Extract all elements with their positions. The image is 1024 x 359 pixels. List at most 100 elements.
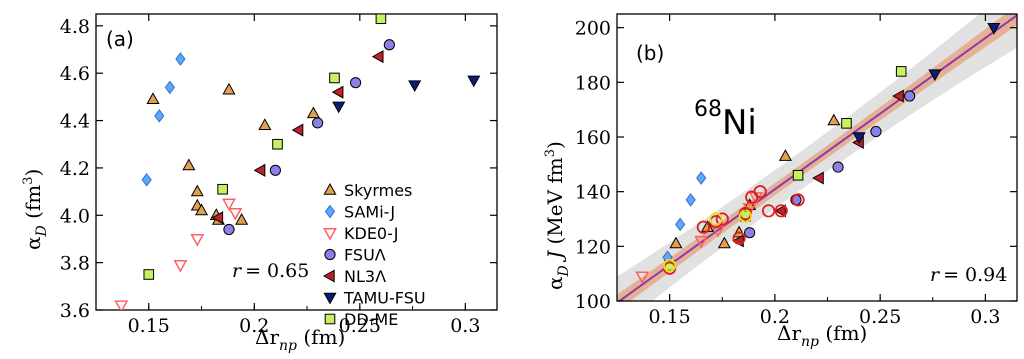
legend-label: SAMi-J (344, 203, 395, 222)
legend-label: DD-ME (344, 310, 398, 329)
data-point (685, 193, 696, 207)
data-point (753, 185, 767, 199)
legend-marker (324, 248, 336, 261)
panel-b-ticks: 0.15 0.2 0.25 0.3 100 120 140 160 180 200 (575, 14, 1017, 328)
data-point (635, 271, 650, 284)
data-point (732, 231, 746, 245)
panel-a-correlation: r = 0.65 (232, 260, 309, 282)
data-point (812, 171, 824, 185)
data-point (928, 69, 942, 82)
data-point (221, 198, 236, 211)
data-point (792, 169, 804, 181)
data-point (253, 163, 266, 177)
data-point (217, 183, 228, 195)
data-point (709, 212, 723, 226)
y-tick-label: 4.6 (60, 63, 90, 85)
data-point (774, 204, 788, 218)
data-point (154, 108, 165, 123)
data-point (778, 149, 792, 161)
data-point (223, 223, 235, 236)
data-point (383, 39, 395, 51)
x-tick-label: 0.15 (648, 306, 690, 328)
panel-b-label: (b) (636, 41, 664, 65)
data-point (173, 260, 188, 273)
legend-label: NL3Λ (344, 267, 386, 286)
data-point (669, 236, 683, 249)
y-tick-label: 4.2 (60, 158, 90, 180)
data-point (675, 217, 686, 232)
data-point (744, 227, 756, 239)
panel-b: (b) 68Ni 0.15 0.2 0.25 0.3 100 120 140 160 180 20… (543, 13, 1018, 350)
series-sami-j (141, 52, 186, 187)
x-tick-label: 0.3 (970, 306, 1000, 328)
data-point (222, 82, 236, 95)
data-point (306, 106, 320, 119)
data-point (114, 300, 129, 310)
data-point (852, 132, 866, 145)
legend-marker (322, 269, 335, 283)
data-point (269, 164, 281, 176)
data-point (143, 269, 155, 280)
data-point (832, 161, 844, 173)
y-tick-label: 4.8 (60, 16, 90, 38)
data-point (467, 75, 481, 88)
data-point (870, 125, 882, 138)
x-tick-label: 0.2 (239, 315, 269, 337)
series-kde0-j (114, 198, 243, 310)
legend-label: TAMU-FSU (343, 289, 426, 308)
panel-b-nucleus-label: 68Ni (694, 97, 757, 143)
series-fsu- (223, 39, 395, 236)
legend-label: FSUΛ (344, 246, 386, 265)
data-point (190, 184, 204, 197)
panel-b-correlation: r = 0.94 (930, 264, 1007, 286)
panel-a-ylabel: αD (fm3) (21, 169, 50, 250)
series-tamu-fsu (332, 75, 481, 114)
data-point (375, 14, 387, 25)
data-point (371, 50, 384, 64)
y-tick-label: 100 (575, 291, 611, 313)
data-point (146, 92, 160, 104)
y-tick-label: 4.4 (60, 111, 90, 133)
data-point (696, 171, 707, 185)
y-tick-label: 120 (575, 236, 611, 258)
data-point (164, 80, 175, 95)
y-tick-label: 160 (575, 127, 611, 149)
data-point (190, 234, 205, 247)
panel-b-confidence-bands (617, 14, 1017, 301)
legend-marker (323, 182, 337, 195)
confidence-band (617, 14, 1017, 301)
data-point (141, 172, 152, 187)
panel-a-xlabel: Δrnp (fm) (255, 325, 345, 354)
data-point (211, 211, 224, 225)
data-point (892, 89, 904, 103)
data-point (182, 158, 196, 171)
data-point (331, 85, 344, 99)
data-point (742, 203, 757, 216)
x-tick-label: 0.2 (760, 306, 790, 328)
y-tick-label: 140 (575, 182, 611, 204)
x-tick-label: 0.3 (450, 315, 480, 337)
data-point (841, 118, 852, 129)
legend-marker (324, 313, 336, 325)
data-point (272, 138, 283, 150)
series-nl3- (211, 50, 384, 225)
legend-label: KDE0-J (344, 224, 398, 243)
legend-marker (324, 204, 336, 219)
legend-label: Skyrmes (344, 181, 412, 200)
data-point (194, 203, 209, 216)
data-point (717, 236, 731, 249)
data-point (738, 209, 753, 223)
data-point (791, 193, 805, 207)
y-tick-label: 3.6 (60, 300, 90, 322)
x-tick-label: 0.15 (128, 315, 170, 337)
series-highlighted-yellow (663, 209, 753, 273)
data-point (774, 204, 786, 218)
panel-a-legend: Skyrmes SAMi-J KDE0-J FSUΛ NL3Λ TAMU-FSU DD-ME (322, 181, 426, 329)
x-tick-label: 0.25 (339, 315, 381, 337)
data-point (694, 235, 709, 249)
legend-marker (323, 292, 337, 305)
panel-b-marks (635, 22, 1001, 284)
data-point (312, 117, 324, 129)
legend-marker (323, 228, 337, 241)
